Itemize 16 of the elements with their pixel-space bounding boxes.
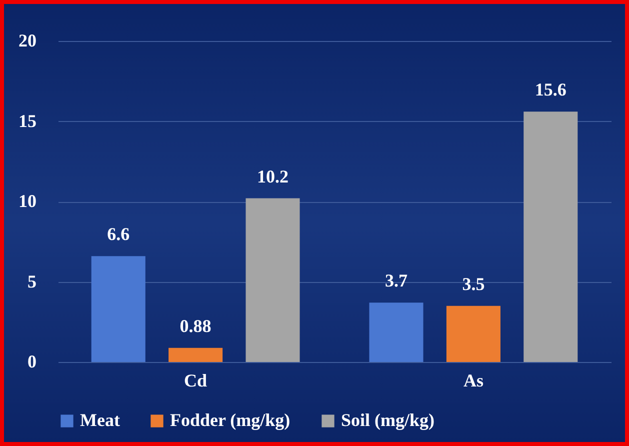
y-tick-label: 5 [28, 271, 36, 292]
y-tick-label: 0 [28, 352, 36, 372]
y-tick-label: 20 [18, 30, 36, 50]
legend-label: Meat [80, 410, 120, 430]
data-label: 3.5 [462, 274, 485, 294]
data-label: 10.2 [256, 166, 288, 186]
y-tick-label: 15 [18, 110, 36, 131]
x-tick-label: Cd [184, 370, 208, 390]
data-label: 6.6 [107, 224, 130, 244]
data-label: 0.88 [180, 316, 212, 336]
y-tick-label: 10 [18, 191, 36, 211]
legend-label: Soil (mg/kg) [341, 410, 435, 430]
x-tick-label: As [463, 370, 484, 390]
legend-label: Fodder (mg/kg) [170, 410, 290, 430]
data-label: 3.7 [385, 270, 408, 291]
data-label: 15.6 [534, 80, 566, 100]
